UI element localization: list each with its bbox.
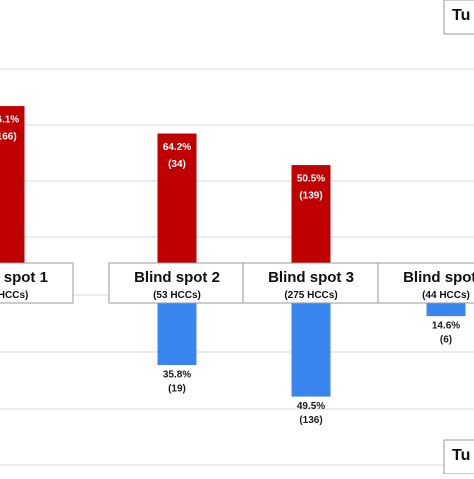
category-label: Blind spot 4	[403, 269, 474, 286]
category-label: Blind spot 3	[268, 269, 354, 286]
legend: Tu Tu	[443, 0, 474, 475]
bar-value-label: 14.6%	[432, 321, 460, 332]
positive-bar	[157, 133, 197, 283]
category-box	[242, 262, 380, 304]
legend-label: Tu	[452, 7, 470, 24]
positive-bar	[0, 106, 25, 283]
bar-count-label: (136)	[299, 415, 322, 426]
category-label: Blind spot 2	[134, 269, 220, 286]
category-box	[377, 262, 474, 304]
category-count-label: (275 HCCs)	[284, 290, 337, 301]
bar-value-label: 76.1%	[0, 115, 19, 126]
category-count-label: (53 HCCs)	[153, 290, 201, 301]
category-box	[0, 262, 74, 304]
legend-box	[443, 0, 474, 35]
bar-value-label: 64.2%	[163, 142, 191, 153]
bar-value-label: 50.5%	[297, 174, 325, 185]
legend-label: Tu	[452, 447, 470, 464]
bar-value-label: 35.8%	[163, 370, 191, 381]
category-label: Blind spot 1	[0, 269, 48, 286]
bars	[0, 106, 466, 397]
legend-box	[443, 439, 474, 475]
bar-value-label: 49.5%	[297, 401, 325, 412]
bar-count-label: (34)	[168, 159, 186, 170]
category-count-label: (… HCCs)	[0, 290, 28, 301]
data-labels: 76.1% (166) 64.2% (34) 50.5% (139) 35.8% (19) 49…	[0, 115, 460, 427]
category-boxes: Blind spot 1 (… HCCs) Blind spot 2 (53 HCCs…	[0, 262, 474, 304]
category-count-label: (44 HCCs)	[422, 290, 470, 301]
bar-count-label: (6)	[440, 335, 452, 346]
bar-count-label: (19)	[168, 384, 186, 395]
bar-count-label: (166)	[0, 132, 17, 143]
bar-count-label: (139)	[299, 191, 322, 202]
